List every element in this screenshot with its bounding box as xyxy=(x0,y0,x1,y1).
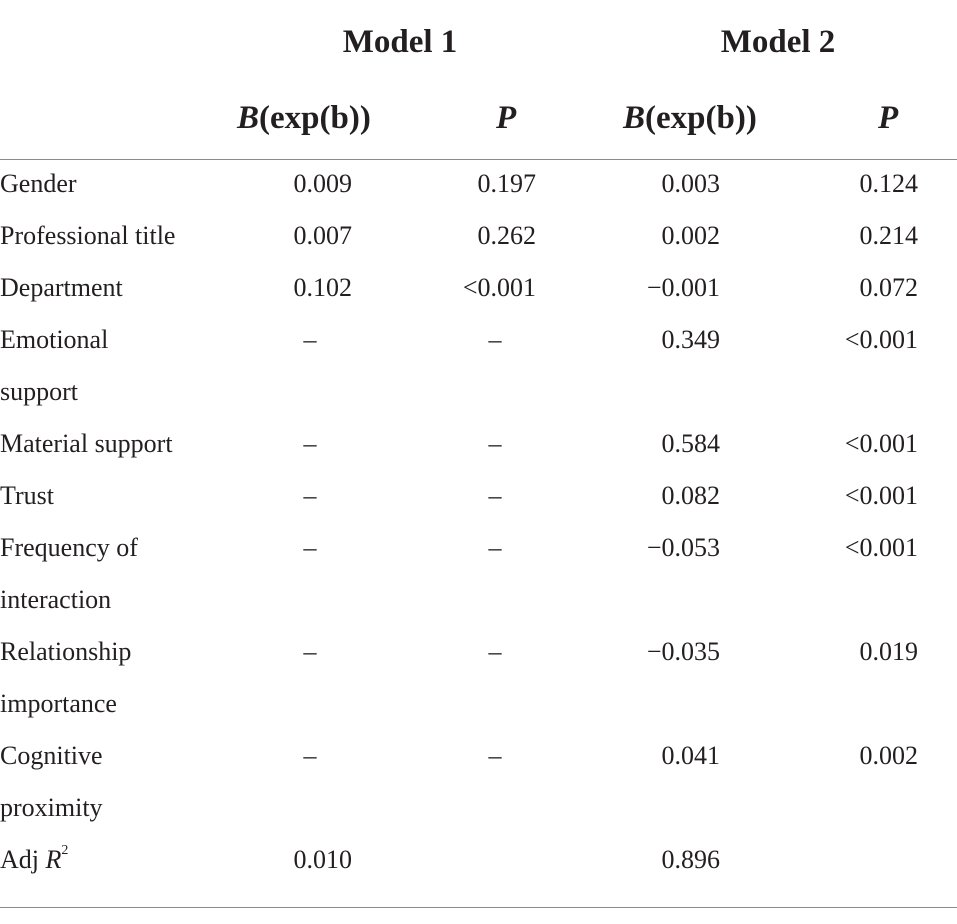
table-cell: – xyxy=(488,325,502,354)
table-row: Frequency of interaction – – −0.053 <0.001 xyxy=(0,522,957,626)
row-label: proximity xyxy=(0,793,103,822)
table-row: Emotional support – – 0.349 <0.001 xyxy=(0,314,957,418)
table-row: Gender 0.009 0.197 0.003 0.124 xyxy=(0,158,957,210)
table-cell: – xyxy=(303,637,317,666)
model-1-header: Model 1 xyxy=(342,24,458,60)
table-cell: 0.019 xyxy=(859,637,919,666)
table-cell: 0.124 xyxy=(859,169,919,198)
table-cell: – xyxy=(303,533,317,562)
table-cell: 0.082 xyxy=(661,481,721,510)
col-header-p-model2: P xyxy=(878,100,899,136)
table-cell: – xyxy=(488,533,502,562)
row-label: support xyxy=(0,377,78,406)
table-cell: 0.102 xyxy=(293,273,353,302)
table-cell: 0.009 xyxy=(293,169,353,198)
table-row: Material support – – 0.584 <0.001 xyxy=(0,418,957,470)
table-cell: 0.041 xyxy=(661,741,721,770)
row-label: Gender xyxy=(0,169,77,198)
table-row: Trust – – 0.082 <0.001 xyxy=(0,470,957,522)
table-cell: <0.001 xyxy=(844,533,918,562)
row-label: Adj R2 xyxy=(0,843,69,875)
table-cell: – xyxy=(488,741,502,770)
table-cell: −0.001 xyxy=(646,273,720,302)
table-cell xyxy=(740,834,918,886)
row-label: Frequency of xyxy=(0,533,138,562)
row-label: Emotional xyxy=(0,325,109,354)
table-row: Relationship importance – – −0.035 0.019 xyxy=(0,626,957,730)
table-cell: – xyxy=(488,429,502,458)
table-cell: <0.001 xyxy=(462,273,536,302)
table-cell: – xyxy=(488,481,502,510)
table-cell: – xyxy=(303,325,317,354)
bottom-rule xyxy=(0,907,957,908)
table-row: Cognitive proximity – – 0.041 0.002 xyxy=(0,730,957,834)
table-row-adj-r2: Adj R2 0.010 0.896 xyxy=(0,834,957,886)
table-cell: 0.003 xyxy=(661,169,721,198)
table-cell: 0.349 xyxy=(661,325,721,354)
table-cell: <0.001 xyxy=(844,325,918,354)
col-header-b-model2: B(exp(b)) xyxy=(623,100,757,136)
row-label: Trust xyxy=(0,481,54,510)
table-cell: – xyxy=(303,741,317,770)
table-row: Department 0.102 <0.001 −0.001 0.072 xyxy=(0,262,957,314)
col-header-b-model1: B(exp(b)) xyxy=(237,100,371,136)
header-rule xyxy=(0,159,957,160)
row-label: importance xyxy=(0,689,117,718)
col-header-p-model1: P xyxy=(496,100,517,136)
table-cell: 0.002 xyxy=(661,221,721,250)
table-cell xyxy=(380,834,536,886)
row-label: interaction xyxy=(0,585,112,614)
table-cell: <0.001 xyxy=(844,481,918,510)
table-cell: <0.001 xyxy=(844,429,918,458)
table-cell: 0.197 xyxy=(477,169,537,198)
row-label: Professional title xyxy=(0,221,176,250)
table-cell: – xyxy=(488,637,502,666)
row-label: Relationship xyxy=(0,637,132,666)
table-cell: 0.214 xyxy=(859,221,919,250)
table-cell: 0.262 xyxy=(477,221,537,250)
table-cell: – xyxy=(303,481,317,510)
table-cell: 0.072 xyxy=(859,273,919,302)
row-label: Department xyxy=(0,273,123,302)
table-cell: 0.007 xyxy=(293,221,353,250)
model-2-header: Model 2 xyxy=(720,24,836,60)
row-label: Material support xyxy=(0,429,173,458)
table-cell: −0.053 xyxy=(646,533,720,562)
row-label: Cognitive xyxy=(0,741,103,770)
table-cell: 0.002 xyxy=(859,741,919,770)
table-cell: – xyxy=(303,429,317,458)
table-cell: 0.896 xyxy=(661,845,721,874)
table-cell: −0.035 xyxy=(646,637,720,666)
table-cell: 0.010 xyxy=(293,845,353,874)
table-cell: 0.584 xyxy=(661,429,721,458)
table-row: Professional title 0.007 0.262 0.002 0.214 xyxy=(0,210,957,262)
